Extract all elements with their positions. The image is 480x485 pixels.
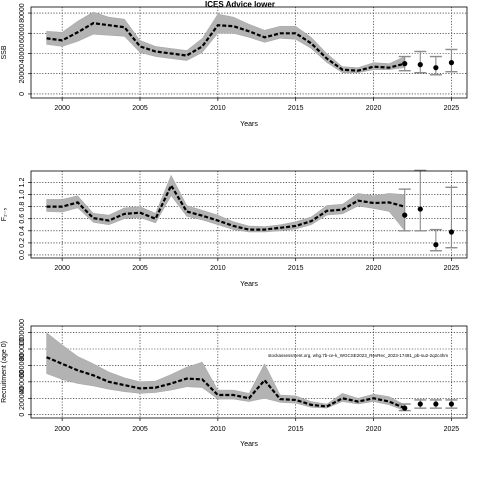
projection-errorbar xyxy=(398,55,411,72)
plot-frame xyxy=(30,325,468,419)
x-tick-label: 2025 xyxy=(444,426,460,433)
chart-panel-3: 2000 2005 2010 2015 2020 2025 0 200000400000600… xyxy=(1,319,468,448)
projection-point xyxy=(402,61,408,67)
confidence-band xyxy=(46,174,405,233)
y-tick-label: 0.2 xyxy=(19,238,26,248)
x-tick-label: 2005 xyxy=(132,105,148,112)
projection-point xyxy=(448,229,455,235)
x-axis-title: Years xyxy=(240,441,258,448)
plot-frame xyxy=(30,170,468,259)
source-annotation: stockassessment.org, whg.7b-ce-k_WGCSE20… xyxy=(268,353,448,358)
projection-point xyxy=(433,65,439,71)
y-tick-label: 20000 xyxy=(19,64,26,84)
projection-errorbar xyxy=(414,50,427,74)
chart-panel-1: 2000 2005 2010 2015 2020 2025 0 200004000060000… xyxy=(1,0,468,128)
projection-errorbar xyxy=(429,228,442,252)
x-tick-label: 2005 xyxy=(132,265,148,272)
y-tick-label: 40000 xyxy=(19,44,26,64)
projection-point xyxy=(417,401,423,407)
y-axis-title: SSB xyxy=(1,45,8,59)
x-tick-label: 2000 xyxy=(54,426,70,433)
projection-point xyxy=(417,62,423,68)
x-tick-label: 2000 xyxy=(54,105,70,112)
estimate-line xyxy=(46,356,406,410)
projection-point xyxy=(448,401,455,407)
estimate-line xyxy=(46,22,405,72)
projection-errorbar xyxy=(429,399,442,409)
projection-point xyxy=(402,405,408,411)
projection-errorbar xyxy=(398,403,411,412)
projection-errorbar xyxy=(429,55,442,76)
x-tick-label: 2015 xyxy=(288,265,304,272)
projection-errorbar xyxy=(414,169,427,232)
projection-point xyxy=(433,401,439,407)
y-tick-label: 800000 xyxy=(19,337,26,360)
y-tick-label: 0.4 xyxy=(19,226,26,236)
chart-panel-2: 2000 2005 2010 2015 2020 2025 0.0 0.2 0.4 0.6 0.8 1… xyxy=(1,169,468,288)
y-tick-label: 200000 xyxy=(19,387,26,410)
x-axis-title: Years xyxy=(240,121,258,128)
x-tick-label: 2025 xyxy=(444,105,460,112)
x-tick-label: 2020 xyxy=(366,105,382,112)
projection-errorbar xyxy=(445,48,458,73)
confidence-band xyxy=(46,332,405,411)
y-axis-title: Recruitment (age 0) xyxy=(1,341,8,403)
projection-errorbar xyxy=(445,186,458,249)
projection-errorbar xyxy=(414,399,427,409)
projection-point xyxy=(433,242,439,248)
y-tick-label: 0.0 xyxy=(19,250,26,260)
y-tick-label: 0.8 xyxy=(19,202,26,212)
y-tick-label: 0 xyxy=(19,92,26,96)
estimate-line xyxy=(46,183,406,231)
y-tick-label: 1.0 xyxy=(19,190,26,200)
projection-errorbar xyxy=(445,399,458,409)
y-tick-label: 600000 xyxy=(19,354,26,377)
y-tick-label: 60000 xyxy=(19,23,26,43)
x-tick-label: 2010 xyxy=(210,426,226,433)
x-tick-label: 2010 xyxy=(210,265,226,272)
x-tick-label: 2005 xyxy=(132,426,148,433)
projection-point xyxy=(448,60,455,66)
plot-frame xyxy=(30,6,468,99)
x-tick-label: 2000 xyxy=(54,265,70,272)
y-axis-title: F₂₋₅ xyxy=(1,208,8,222)
y-tick-label: 400000 xyxy=(19,370,26,393)
x-tick-label: 2020 xyxy=(366,426,382,433)
y-tick-label: 1000000 xyxy=(19,319,26,346)
chart-title: ICES Advice lower xyxy=(205,0,275,9)
projection-errorbar xyxy=(398,188,411,232)
y-tick-label: 0.6 xyxy=(19,214,26,224)
x-axis-title: Years xyxy=(240,281,258,288)
projection-point xyxy=(417,206,423,212)
x-tick-label: 2025 xyxy=(444,265,460,272)
y-tick-label: 0 xyxy=(19,413,26,417)
x-tick-label: 2015 xyxy=(288,105,304,112)
x-tick-label: 2010 xyxy=(210,105,226,112)
y-tick-label: 1.2 xyxy=(19,178,26,188)
projection-point xyxy=(402,212,408,218)
x-tick-label: 2020 xyxy=(366,265,382,272)
confidence-band xyxy=(46,11,405,73)
x-tick-label: 2015 xyxy=(288,426,304,433)
y-tick-label: 80000 xyxy=(19,3,26,23)
